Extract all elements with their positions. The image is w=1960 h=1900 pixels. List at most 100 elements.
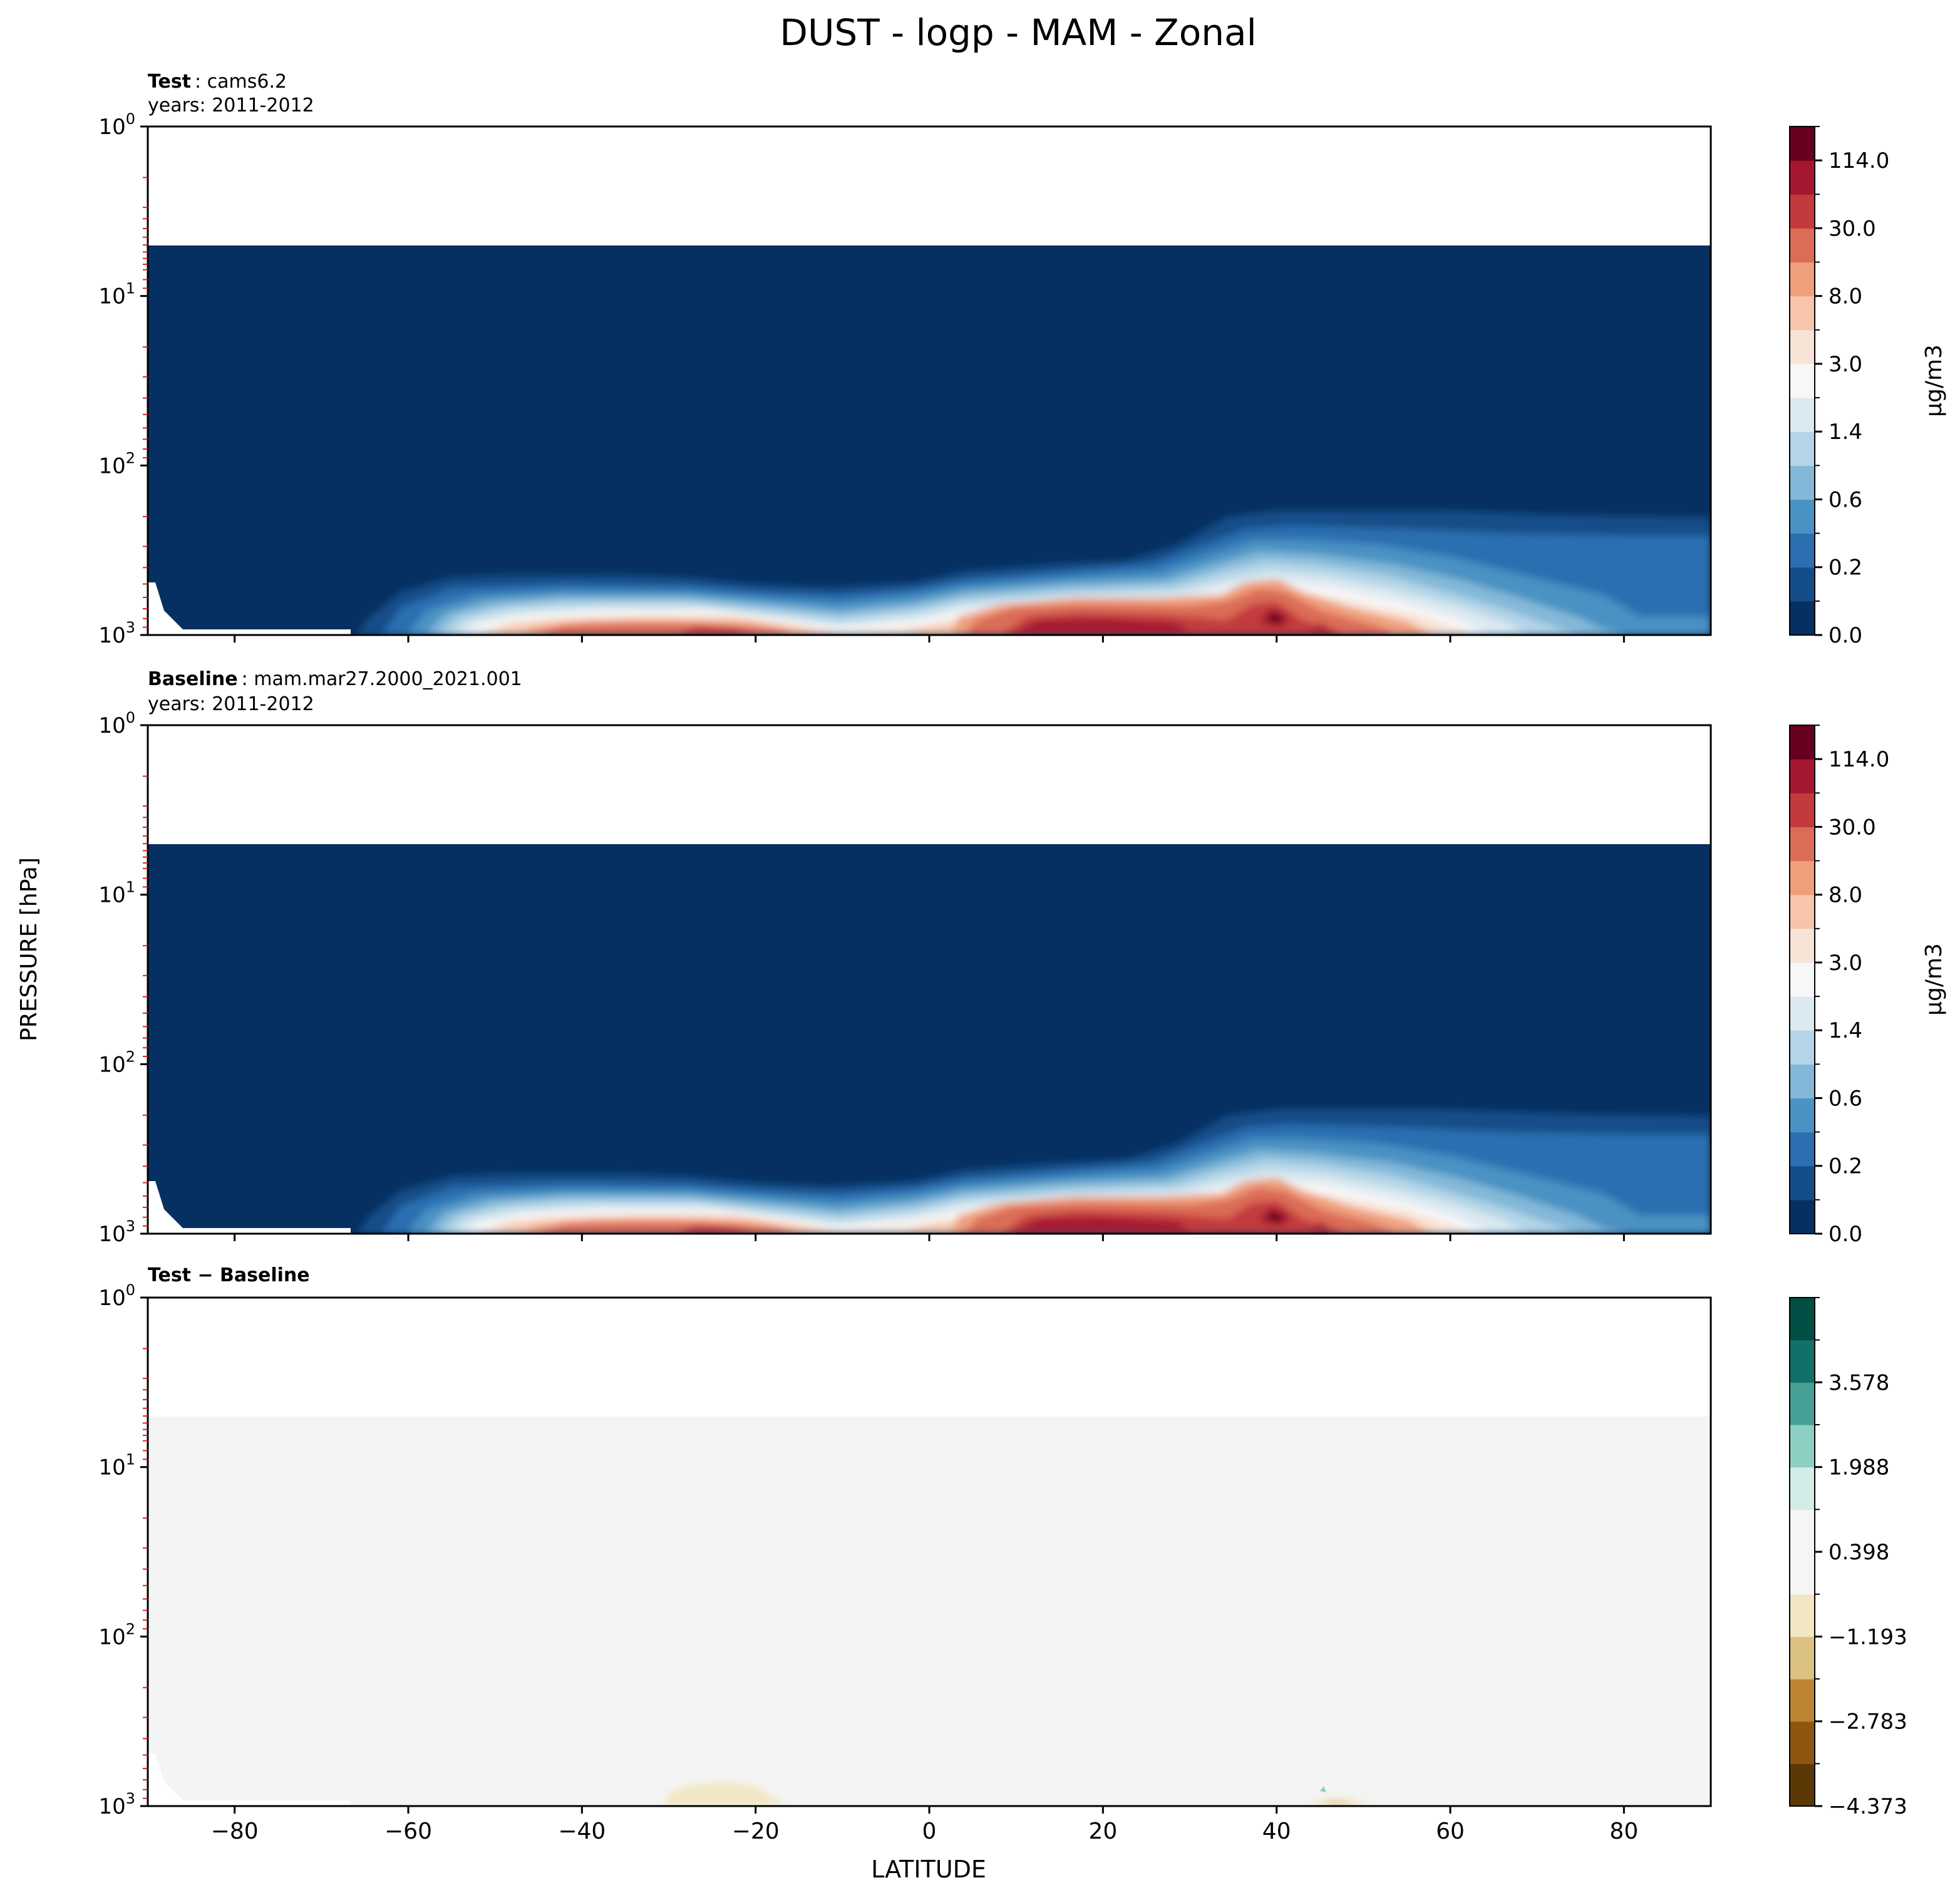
colorbar-segment xyxy=(1790,363,1815,398)
y-tick-base: 10 xyxy=(98,623,125,648)
y-tick-exponent: 2 xyxy=(126,1048,135,1065)
y-tick-base: 10 xyxy=(98,1624,125,1650)
x-axis-label: LATITUDE xyxy=(871,1856,986,1883)
colorbar-segment xyxy=(1790,1298,1815,1341)
y-tick-base: 10 xyxy=(98,453,125,478)
colorbar-tick-label: 1.4 xyxy=(1828,1018,1862,1043)
colorbar-segment xyxy=(1790,228,1815,263)
test-label-rest: : cams6.2 xyxy=(195,71,287,93)
colorbar-tick-label: 1.988 xyxy=(1828,1455,1889,1480)
x-tick-label: 0 xyxy=(922,1819,937,1844)
colorbar-segment xyxy=(1790,126,1815,161)
colorbar-segment xyxy=(1790,894,1815,929)
colorbar-segment xyxy=(1790,725,1815,760)
y-tick-base: 10 xyxy=(98,1455,125,1480)
colorbar-frame xyxy=(1789,126,1815,636)
colorbar-segment xyxy=(1790,996,1815,1031)
colorbar-tick-label: 0.2 xyxy=(1828,1154,1862,1179)
y-tick-exponent: 2 xyxy=(126,1620,135,1638)
colorbar-tick-label: 0.6 xyxy=(1828,487,1862,512)
colorbar-segment xyxy=(1790,533,1815,568)
test-level-13 xyxy=(1014,607,1334,632)
y-tick-base: 10 xyxy=(98,1222,125,1247)
colorbar-tick-label: 3.0 xyxy=(1828,352,1862,377)
y-tick-exponent: 0 xyxy=(126,1281,135,1299)
y-tick-label: 101 xyxy=(98,280,135,309)
colorbar-frame xyxy=(1789,725,1815,1234)
y-tick-base: 10 xyxy=(98,1286,125,1311)
test-label-bold: Test xyxy=(148,71,191,93)
colorbar-tick-label: −1.193 xyxy=(1828,1624,1907,1650)
difference-neutral-level xyxy=(148,1417,1711,1806)
colorbar-segment xyxy=(1790,1763,1815,1807)
colorbar-segment xyxy=(1790,1509,1815,1552)
colorbar-tick-label: 30.0 xyxy=(1828,815,1876,840)
colorbar-segment xyxy=(1790,860,1815,896)
colorbar-tick-label: −2.783 xyxy=(1828,1710,1907,1735)
colorbar-segment xyxy=(1790,962,1815,997)
colorbar-segment xyxy=(1790,1552,1815,1595)
colorbar-segment xyxy=(1790,1340,1815,1383)
y-tick-label: 103 xyxy=(98,619,135,648)
colorbar-tick-label: 0.0 xyxy=(1828,1222,1862,1247)
colorbar-tick-label: 114.0 xyxy=(1828,148,1889,173)
colorbar-segment xyxy=(1790,1132,1815,1167)
test-missing-notch xyxy=(148,582,351,635)
baseline-level-14 xyxy=(1265,1211,1284,1224)
x-tick-label: −20 xyxy=(732,1819,780,1844)
x-tick-label: 60 xyxy=(1436,1819,1465,1844)
colorbar-tick-label: 0.6 xyxy=(1828,1086,1862,1111)
colorbar-segment xyxy=(1790,759,1815,793)
y-tick-exponent: 0 xyxy=(126,110,135,128)
test-colorbar-unit: μg/m3 xyxy=(1921,344,1947,417)
colorbar-segment xyxy=(1790,160,1815,195)
x-tick-label: 20 xyxy=(1088,1819,1117,1844)
baseline-colorbar-unit: μg/m3 xyxy=(1921,943,1947,1016)
colorbar-tick-label: 8.0 xyxy=(1828,883,1862,908)
y-tick-exponent: 2 xyxy=(126,449,135,467)
colorbar-segment xyxy=(1790,1679,1815,1722)
test-level-14 xyxy=(1265,612,1284,625)
y-tick-exponent: 3 xyxy=(126,1217,135,1235)
y-tick-label: 102 xyxy=(98,1048,135,1077)
y-axis-label: PRESSURE [hPa] xyxy=(16,857,42,1041)
x-tick-label: −60 xyxy=(384,1819,432,1844)
test-x-ticks xyxy=(234,635,1625,643)
y-tick-exponent: 1 xyxy=(126,280,135,297)
difference-negative-blob-south xyxy=(664,1782,783,1806)
baseline-colorbar: 0.0 0.2 0.6 1.4 3.0 8.0 30.0 114.0 xyxy=(1789,725,1889,1247)
baseline-contour-field xyxy=(148,844,1711,1234)
colorbar-segment xyxy=(1790,567,1815,602)
difference-positive-speck xyxy=(1320,1786,1326,1792)
y-tick-label: 102 xyxy=(98,1620,135,1650)
y-tick-exponent: 3 xyxy=(126,619,135,636)
colorbar-segment xyxy=(1790,1199,1815,1234)
colorbar-segment xyxy=(1790,499,1815,534)
colorbar-tick-label: −4.373 xyxy=(1828,1794,1907,1819)
baseline-level-13 xyxy=(1014,1206,1334,1231)
colorbar-segment xyxy=(1790,1165,1815,1200)
difference-colorbar: −4.373 −2.783 −1.193 0.398 1.988 3.578 xyxy=(1789,1297,1907,1819)
colorbar-segment xyxy=(1790,793,1815,827)
colorbar-tick-label: 1.4 xyxy=(1828,420,1862,445)
y-tick-label: 100 xyxy=(98,709,135,738)
colorbar-tick-label: 30.0 xyxy=(1828,216,1876,241)
colorbar-segment xyxy=(1790,1721,1815,1764)
colorbar-segment xyxy=(1790,928,1815,963)
colorbar-tick-label: 3.578 xyxy=(1828,1370,1889,1395)
y-tick-base: 10 xyxy=(98,284,125,309)
difference-panel-label: Test − Baseline xyxy=(148,1264,310,1286)
y-tick-label: 100 xyxy=(98,110,135,140)
y-tick-base: 10 xyxy=(98,713,125,738)
baseline-x-ticks xyxy=(234,1234,1625,1241)
y-tick-label: 103 xyxy=(98,1790,135,1819)
test-years: years: 2011-2012 xyxy=(148,95,314,116)
test-panel: Test: cams6.2 years: 2011-2012 xyxy=(98,71,1712,648)
colorbar-segment xyxy=(1790,1030,1815,1065)
colorbar-segment xyxy=(1790,827,1815,862)
y-tick-base: 10 xyxy=(98,1052,125,1077)
